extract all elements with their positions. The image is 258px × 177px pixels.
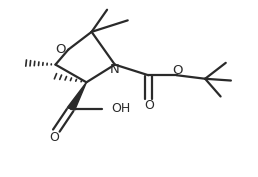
Text: O: O <box>144 99 154 112</box>
Text: O: O <box>55 43 65 56</box>
Text: N: N <box>110 63 120 76</box>
Text: O: O <box>49 131 59 144</box>
Text: O: O <box>172 64 182 77</box>
Text: OH: OH <box>112 102 131 115</box>
Polygon shape <box>67 82 86 110</box>
